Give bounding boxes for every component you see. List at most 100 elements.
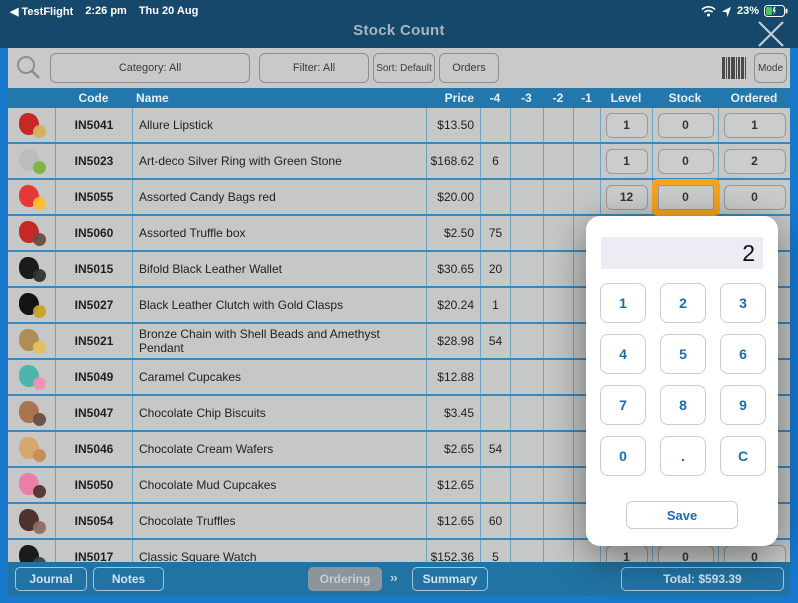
table-row[interactable]: IN5027 Black Leather Clutch with Gold Cl… [8,288,790,324]
keypad-key-5[interactable]: 5 [660,334,706,374]
product-code-link[interactable]: IN5055 [55,180,132,214]
product-name: Caramel Cupcakes [132,360,426,394]
table-row[interactable]: IN5047 Chocolate Chip Biscuits $3.45 [8,396,790,432]
stock-cell-button[interactable]: 0 [657,148,714,174]
level-cell-button[interactable]: 12 [605,184,648,210]
total-display[interactable]: Total: $593.39 [621,567,784,591]
product-code-link[interactable]: IN5049 [55,360,132,394]
product-name: Chocolate Truffles [132,504,426,538]
product-code-link[interactable]: IN5023 [55,144,132,178]
sort-button[interactable]: Sort: Default [373,53,435,83]
product-code-link[interactable]: IN5054 [55,504,132,538]
product-code-link[interactable]: IN5046 [55,432,132,466]
stock-cell-button[interactable]: 0 [657,184,714,210]
keypad-display[interactable]: 2 [601,237,763,269]
level-cell-button[interactable]: 1 [605,544,648,562]
week-minus4-value [480,360,510,394]
table-row[interactable]: IN5041 Allure Lipstick $13.50 1 0 1 [8,108,790,144]
table-row[interactable]: IN5055 Assorted Candy Bags red $20.00 12… [8,180,790,216]
chevrons-icon[interactable]: ›› [390,570,398,585]
product-price: $12.65 [426,468,480,502]
product-code-link[interactable]: IN5015 [55,252,132,286]
back-to-app-link[interactable]: ◀ TestFlight [10,5,74,18]
keypad-key-dot[interactable]: . [660,436,706,476]
product-price: $13.50 [426,108,480,142]
table-row[interactable]: IN5017 Classic Square Watch $152.36 5 1 … [8,540,790,562]
keypad-key-3[interactable]: 3 [720,283,766,323]
search-icon[interactable] [14,54,42,82]
week-minus3-value [510,432,543,466]
keypad-key-1[interactable]: 1 [600,283,646,323]
keypad-key-0[interactable]: 0 [600,436,646,476]
level-cell-button[interactable]: 1 [605,112,648,138]
product-code-link[interactable]: IN5047 [55,396,132,430]
week-minus1-value [573,108,600,142]
save-button[interactable]: Save [626,501,738,529]
table-row[interactable]: IN5050 Chocolate Mud Cupcakes $12.65 [8,468,790,504]
week-minus4-value: 60 [480,504,510,538]
product-image [17,507,47,535]
table-row[interactable]: IN5015 Bifold Black Leather Wallet $30.6… [8,252,790,288]
mode-button[interactable]: Mode [754,53,787,83]
week-minus1-value [573,252,600,286]
product-code-link[interactable]: IN5027 [55,288,132,322]
keypad-key-clear[interactable]: C [720,436,766,476]
journal-button[interactable]: Journal [15,567,87,591]
ordered-cell-button[interactable]: 0 [723,544,786,562]
table-row[interactable]: IN5060 Assorted Truffle box $2.50 75 [8,216,790,252]
filter-button[interactable]: Filter: All [259,53,369,83]
week-minus3-value [510,252,543,286]
product-price: $28.98 [426,324,480,358]
notes-button[interactable]: Notes [93,567,164,591]
keypad-key-2[interactable]: 2 [660,283,706,323]
top-bar: ◀ TestFlight 2:26 pm Thu 20 Aug 23% Stoc… [0,0,798,48]
week-minus1-value [573,396,600,430]
ordered-cell-button[interactable]: 2 [723,148,786,174]
product-code-link[interactable]: IN5050 [55,468,132,502]
product-name: Art-deco Silver Ring with Green Stone [132,144,426,178]
keypad-key-9[interactable]: 9 [720,385,766,425]
keypad-key-6[interactable]: 6 [720,334,766,374]
table-row[interactable]: IN5054 Chocolate Truffles $12.65 60 [8,504,790,540]
barcode-icon[interactable] [722,57,748,79]
summary-tab-button[interactable]: Summary [412,567,488,591]
product-code-link[interactable]: IN5021 [55,324,132,358]
ordered-cell-button[interactable]: 0 [723,184,786,210]
week-minus1-value [573,180,600,214]
level-cell-button[interactable]: 1 [605,148,648,174]
product-image [17,219,47,247]
product-code-link[interactable]: IN5041 [55,108,132,142]
keypad-key-7[interactable]: 7 [600,385,646,425]
header-stock: Stock [668,91,702,105]
stock-cell-button[interactable]: 0 [657,112,714,138]
keypad-key-8[interactable]: 8 [660,385,706,425]
week-minus2-value [543,504,573,538]
category-filter-button[interactable]: Category: All [50,53,250,83]
week-minus4-value: 75 [480,216,510,250]
product-name: Bifold Black Leather Wallet [132,252,426,286]
table-row[interactable]: IN5049 Caramel Cupcakes $12.88 [8,360,790,396]
orders-button[interactable]: Orders [439,53,499,83]
keypad-key-4[interactable]: 4 [600,334,646,374]
product-image [17,255,47,283]
week-minus2-value [543,108,573,142]
product-name: Black Leather Clutch with Gold Clasps [132,288,426,322]
stock-cell-button[interactable]: 0 [657,544,714,562]
header-name: Name [136,91,169,105]
week-minus3-value [510,180,543,214]
product-name: Assorted Candy Bags red [132,180,426,214]
product-image [17,183,47,211]
header-code: Code [78,91,109,105]
ordering-tab-button[interactable]: Ordering [308,567,382,591]
product-code-link[interactable]: IN5017 [55,540,132,562]
close-icon[interactable] [756,20,786,48]
ordered-cell-button[interactable]: 1 [723,112,786,138]
product-image [17,399,47,427]
product-name: Bronze Chain with Shell Beads and Amethy… [132,324,426,358]
product-code-link[interactable]: IN5060 [55,216,132,250]
table-row[interactable]: IN5023 Art-deco Silver Ring with Green S… [8,144,790,180]
page-title: Stock Count [353,22,445,39]
status-date: Thu 20 Aug [138,5,199,17]
location-icon [721,6,732,17]
